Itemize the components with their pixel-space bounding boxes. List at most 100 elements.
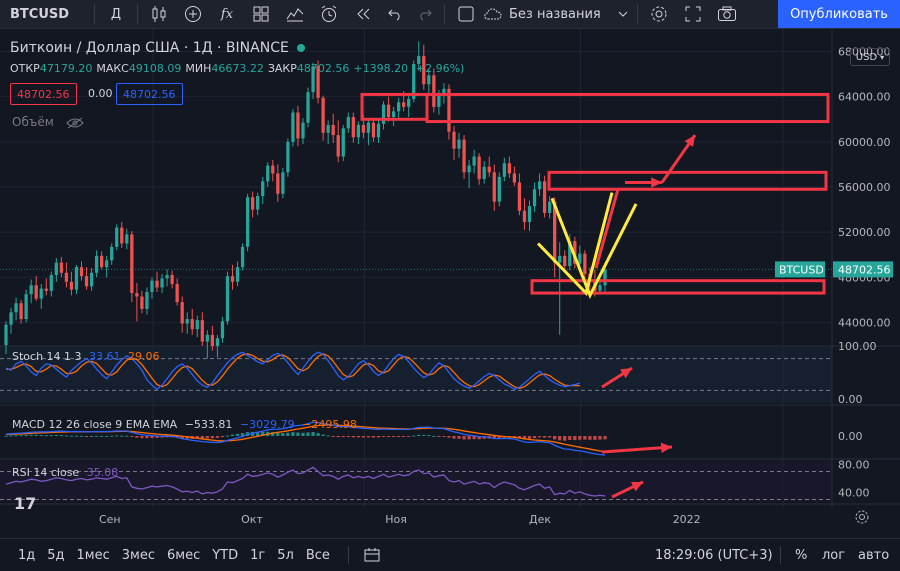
macd-histogram-bar <box>180 436 184 439</box>
settings-gear-icon[interactable] <box>642 0 676 28</box>
replay-bars-icon[interactable] <box>278 0 312 28</box>
macd-histogram-bar <box>376 436 381 438</box>
macd-hist-value: −533.81 <box>184 418 233 431</box>
macd-histogram-bar <box>44 435 48 437</box>
stoch-pane <box>0 351 832 391</box>
macd-histogram-bar <box>321 434 325 436</box>
clock-timezone[interactable]: 18:29:06 (UTC+3) <box>655 547 773 563</box>
range-button-Все[interactable]: Все <box>305 547 330 563</box>
range-button-6мес[interactable]: 6мес <box>167 547 201 563</box>
volume-legend[interactable]: Объём <box>12 115 84 129</box>
range-button-1мес[interactable]: 1мес <box>76 547 110 563</box>
chart-canvas[interactable]: 68000.0064000.0060000.0056000.0052000.00… <box>0 29 900 537</box>
rewind-icon[interactable] <box>346 0 380 28</box>
candle-body <box>341 128 345 157</box>
percent-scale-toggle[interactable]: % <box>795 547 808 563</box>
range-button-YTD[interactable]: YTD <box>212 547 239 563</box>
macd-histogram-bar <box>396 436 401 437</box>
time-axis[interactable]: Сен Окт Ноя Дек 2022 𝟭𝟳 <box>14 494 869 526</box>
undo-icon[interactable] <box>380 0 410 28</box>
buy-price-box[interactable]: 48702.56 <box>116 83 183 105</box>
candle-body <box>205 334 209 342</box>
templates-icon[interactable] <box>244 0 278 28</box>
macd-legend[interactable]: MACD 12 26 close 9 EMA EMA −533.81 −3029… <box>12 418 357 431</box>
macd-histogram-bar <box>452 436 456 439</box>
symbol-tag-background <box>775 261 825 278</box>
rsi-legend[interactable]: RSI 14 close 35.08 <box>12 466 118 479</box>
time-axis-settings-gear-icon[interactable] <box>855 510 869 524</box>
indicators-fx-icon[interactable]: 𝑓x <box>220 6 234 22</box>
stoch-legend[interactable]: Stoch 14 1 3 33.61 29.06 <box>12 350 160 363</box>
candle-body <box>14 303 18 313</box>
range-button-3мес[interactable]: 3мес <box>121 547 155 563</box>
candle-body <box>356 124 360 138</box>
macd-histogram-bar <box>74 435 79 437</box>
range-button-5д[interactable]: 5д <box>47 547 65 563</box>
fullscreen-select-icon[interactable] <box>449 0 483 28</box>
compare-add-icon[interactable] <box>176 0 210 28</box>
chevron-down-icon[interactable] <box>613 0 633 28</box>
candle-body <box>94 255 99 273</box>
range-button-1д[interactable]: 1д <box>18 547 36 563</box>
date-range-calendar-icon[interactable] <box>363 547 381 563</box>
tradingview-logo-mark: 𝟭𝟳 <box>14 494 36 513</box>
candle-body <box>558 255 562 263</box>
candle-body <box>457 139 461 149</box>
macd-histogram-bar <box>341 436 345 438</box>
candle-body <box>39 288 43 299</box>
macd-histogram-bar <box>4 435 8 437</box>
candle-body <box>251 197 255 210</box>
macd-histogram-bar <box>361 436 366 438</box>
resistance-zone-rectangle <box>425 92 830 124</box>
camera-snapshot-icon[interactable] <box>710 0 744 28</box>
divider <box>637 4 638 24</box>
macd-histogram-bar <box>140 436 144 439</box>
symbol-title[interactable]: Биткоин / Доллар США · 1Д · BINANCE <box>10 40 305 56</box>
interval-button[interactable]: Д <box>110 6 122 22</box>
price-scale[interactable]: 68000.0064000.0060000.0056000.0052000.00… <box>775 46 893 500</box>
currency-select-button[interactable]: USD ▾ <box>850 48 890 66</box>
eye-hidden-icon[interactable] <box>65 117 84 129</box>
macd-histogram-bar <box>381 436 386 437</box>
candle-body <box>497 176 501 202</box>
redo-icon[interactable] <box>410 0 440 28</box>
divider <box>444 4 445 24</box>
alert-clock-icon[interactable] <box>312 0 346 28</box>
candle-body <box>391 111 396 118</box>
chart-type-candles-icon[interactable] <box>142 0 176 28</box>
fullscreen-icon[interactable] <box>676 0 710 28</box>
sell-price-box[interactable]: 48702.56 <box>10 83 77 105</box>
candle-body <box>180 302 184 324</box>
macd-histogram-bar <box>306 432 310 436</box>
stoch-arrow-head <box>620 368 632 379</box>
range-button-1г[interactable]: 1г <box>250 547 266 563</box>
candle-body <box>482 166 486 180</box>
macd-histogram-bar <box>89 436 94 437</box>
ohlc-value: 49108.09 <box>128 62 182 75</box>
target-zone-rectangle <box>547 170 828 191</box>
ohlc-key: МИН <box>185 62 212 75</box>
stoch-k-value: 33.61 <box>89 350 121 363</box>
macd-arrow <box>601 445 673 454</box>
candle-body <box>190 319 194 330</box>
layout-name-button[interactable]: Без названия <box>483 0 613 28</box>
spread-value: 0.00 <box>88 86 113 100</box>
time-axis-label: Сен <box>99 513 121 526</box>
candle-body <box>311 66 315 93</box>
auto-scale-toggle[interactable]: авто <box>858 547 890 563</box>
ohlc-value: 47179.20 <box>39 62 93 75</box>
macd-histogram-bar <box>120 435 124 437</box>
candle-body <box>583 253 587 274</box>
projection-arrow-2-head <box>684 135 695 147</box>
macd-histogram-bar <box>467 436 471 440</box>
publish-button[interactable]: Опубликовать <box>778 0 900 28</box>
macd-histogram-bar <box>24 435 28 437</box>
log-scale-toggle[interactable]: лог <box>822 547 846 563</box>
macd-histogram-bar <box>366 436 371 438</box>
drawings-layer[interactable] <box>360 92 830 499</box>
symbol-search-button[interactable]: BTCUSD <box>10 6 70 22</box>
candle-body <box>235 267 240 282</box>
bottom-toolbar: 1д 5д 1мес 3мес 6мес YTD 1г 5л Все 18:29:06 (UTC… <box>0 538 900 571</box>
range-button-5л[interactable]: 5л <box>277 547 294 563</box>
macd-histogram-bar <box>225 435 230 437</box>
